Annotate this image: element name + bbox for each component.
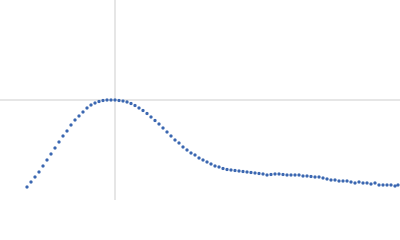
data-point: [149, 115, 153, 119]
data-point: [29, 180, 33, 184]
data-point: [365, 181, 369, 185]
data-point: [393, 184, 397, 188]
data-point: [285, 173, 289, 177]
data-point: [325, 177, 329, 181]
data-point: [97, 99, 101, 104]
data-point: [189, 151, 193, 155]
data-point: [297, 173, 301, 177]
data-point: [205, 160, 209, 164]
data-point: [85, 106, 89, 110]
data-point: [77, 114, 81, 118]
data-point: [109, 98, 113, 102]
data-point: [265, 173, 269, 177]
data-point: [389, 183, 393, 187]
data-point: [141, 108, 145, 113]
data-point: [165, 130, 169, 134]
data-point: [49, 152, 53, 156]
data-point: [217, 165, 221, 169]
data-point: [69, 123, 73, 127]
data-point: [201, 158, 205, 162]
data-point: [229, 168, 233, 172]
data-point: [129, 101, 133, 106]
data-point: [309, 174, 313, 179]
data-point: [213, 164, 217, 168]
data-point: [133, 103, 137, 108]
data-point: [317, 175, 321, 179]
data-point: [333, 178, 337, 182]
data-point: [101, 98, 105, 103]
data-point: [81, 110, 85, 114]
data-point: [253, 171, 257, 175]
data-point: [185, 148, 189, 152]
data-point: [353, 181, 357, 185]
data-point: [73, 118, 77, 122]
data-point: [121, 99, 125, 103]
data-point: [197, 156, 201, 160]
data-point: [37, 170, 41, 174]
data-point: [277, 172, 281, 176]
data-point: [249, 170, 253, 175]
data-point: [117, 98, 121, 103]
data-point: [281, 172, 285, 177]
data-point: [65, 129, 69, 133]
data-point: [169, 134, 173, 138]
chart: [0, 0, 400, 200]
data-point: [25, 185, 29, 189]
data-point: [157, 122, 161, 126]
data-point: [301, 174, 305, 178]
data-point: [381, 183, 385, 187]
data-point: [41, 164, 45, 168]
data-point: [349, 180, 353, 184]
data-point: [261, 172, 265, 176]
data-point: [221, 166, 225, 171]
data-point: [173, 138, 177, 142]
data-point: [93, 101, 97, 105]
data-point: [33, 175, 37, 179]
data-point: [257, 171, 261, 176]
data-point: [269, 172, 273, 177]
data-point: [57, 140, 61, 144]
data-point: [105, 98, 109, 102]
data-point: [305, 174, 309, 178]
data-point: [329, 178, 333, 182]
data-point: [396, 183, 400, 187]
data-point: [321, 176, 325, 180]
data-point: [153, 118, 157, 123]
data-point: [289, 173, 293, 177]
data-point: [125, 100, 129, 104]
data-point: [313, 175, 317, 179]
data-point: [361, 181, 365, 185]
data-point: [245, 170, 249, 174]
data-point: [241, 169, 245, 174]
data-point: [357, 180, 361, 184]
data-point: [293, 173, 297, 177]
data-point: [113, 98, 117, 102]
page: (() => { const data = JSON.parse(documen…: [0, 0, 400, 200]
data-point: [53, 146, 57, 150]
data-point: [373, 181, 377, 185]
data-point: [385, 183, 389, 187]
data-point: [161, 126, 165, 130]
data-point: [45, 158, 49, 162]
data-point: [237, 169, 241, 173]
data-point: [89, 103, 93, 107]
data-point: [181, 145, 185, 149]
data-point: [225, 167, 229, 172]
data-point: [137, 106, 141, 110]
data-point: [145, 111, 149, 116]
data-point: [377, 183, 381, 187]
data-point: [345, 179, 349, 183]
data-point: [61, 134, 65, 138]
data-point: [273, 172, 277, 176]
data-point: [209, 162, 213, 166]
data-point: [369, 182, 373, 186]
data-point: [177, 141, 181, 145]
data-point: [337, 179, 341, 183]
data-point: [233, 168, 237, 173]
data-point: [193, 153, 197, 157]
data-point: [341, 179, 345, 183]
